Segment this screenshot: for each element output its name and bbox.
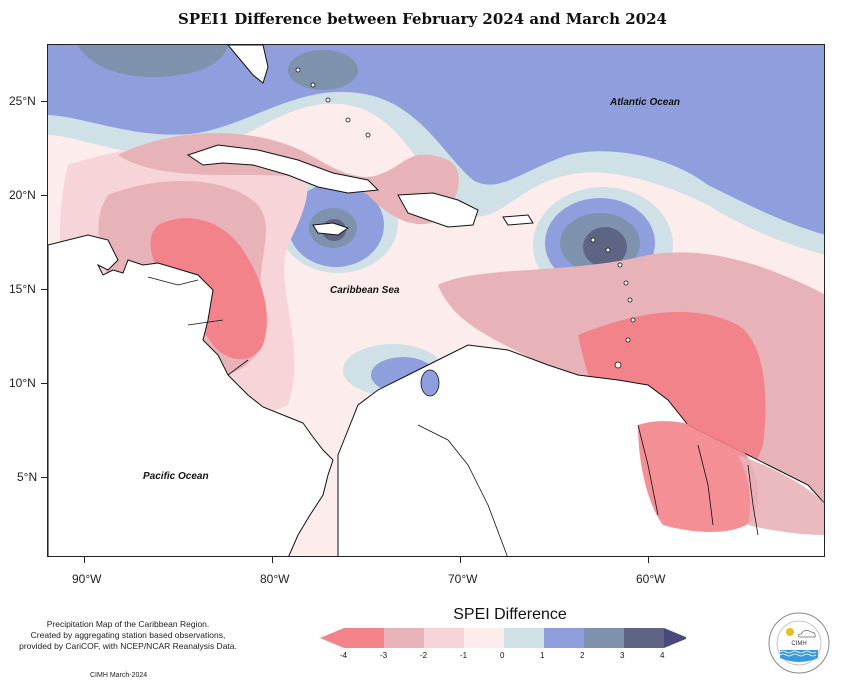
map-title: SPEI1 Difference between February 2024 a… xyxy=(178,10,667,28)
lon-label-70w: 70°W xyxy=(448,572,478,586)
legend-colorbar xyxy=(320,628,686,648)
gulf-blue-core xyxy=(78,45,228,78)
legend-title: SPEI Difference xyxy=(453,606,567,623)
credits-line-2: Created by aggregating station based obs… xyxy=(30,630,226,640)
credits-line-1: Precipitation Map of the Caribbean Regio… xyxy=(46,619,210,629)
credits-block: Precipitation Map of the Caribbean Regio… xyxy=(8,619,248,652)
lat-label-10n: 10°N xyxy=(9,376,36,390)
land-cuba xyxy=(186,144,380,194)
legend-swatch xyxy=(424,628,464,648)
atlantic-blue-core xyxy=(48,45,824,235)
lesser-antilles xyxy=(590,237,636,369)
lat-label-25n: 25°N xyxy=(9,94,36,108)
legend-tick-label: 4 xyxy=(660,651,665,660)
lat-tick xyxy=(41,383,47,384)
land-central-america xyxy=(48,234,334,556)
lon-tick xyxy=(648,557,649,563)
legend-swatch xyxy=(344,628,384,648)
leeward-core xyxy=(583,227,627,267)
lon-label-90w: 90°W xyxy=(72,572,102,586)
bahamas-core xyxy=(288,50,358,90)
sun-icon xyxy=(786,628,794,636)
legend-swatch xyxy=(384,628,424,648)
pacific-ocean-label: Pacific Ocean xyxy=(143,471,209,482)
legend-tick-label: 1 xyxy=(540,651,545,660)
legend-swatch xyxy=(504,628,544,648)
lon-label-80w: 80°W xyxy=(260,572,290,586)
cloud-icon xyxy=(797,630,816,638)
lon-tick xyxy=(272,557,273,563)
land-jamaica xyxy=(312,222,350,236)
legend-swatch xyxy=(624,628,664,648)
lat-tick xyxy=(41,477,47,478)
map-panel[interactable]: Atlantic Ocean Caribbean Sea Pacific Oce… xyxy=(47,44,825,557)
legend-swatch xyxy=(464,628,504,648)
legend-swatch xyxy=(584,628,624,648)
legend-arrow-left xyxy=(320,628,344,648)
lat-label-15n: 15°N xyxy=(9,282,36,296)
legend-arrow-right xyxy=(664,628,686,648)
legend-tick-label: -3 xyxy=(380,651,388,660)
credits-line-3: provided by CariCOF, with NCEP/NCAR Rean… xyxy=(19,641,237,651)
guiana-overlay xyxy=(638,421,758,532)
land-puerto-rico xyxy=(502,214,534,226)
land-hispaniola xyxy=(397,192,479,228)
spei-map xyxy=(48,45,824,556)
legend-tick-label: 0 xyxy=(500,651,505,660)
cimh-logo: CIMH xyxy=(768,612,830,674)
logo-text: CIMH xyxy=(791,641,806,647)
lat-tick xyxy=(41,101,47,102)
legend-swatch xyxy=(544,628,584,648)
lake-maracaibo xyxy=(420,369,440,397)
caribbean-sea-label: Caribbean Sea xyxy=(330,285,400,296)
lat-tick xyxy=(41,289,47,290)
credits-date: CIMH March-2024 xyxy=(90,672,148,679)
lon-tick xyxy=(84,557,85,563)
atlantic-ocean-label: Atlantic Ocean xyxy=(610,97,681,108)
lon-tick xyxy=(460,557,461,563)
legend-tick-label: 2 xyxy=(580,651,585,660)
country-borders xyxy=(147,276,759,556)
lat-tick xyxy=(41,195,47,196)
lat-label-5n: 5°N xyxy=(17,470,38,484)
legend-tick-label: 3 xyxy=(620,651,625,660)
legend-tick-label: -2 xyxy=(420,651,428,660)
guiana-outer-overlay xyxy=(738,455,824,535)
land-florida xyxy=(227,45,269,84)
legend-tick-label: -1 xyxy=(460,651,468,660)
bahamas xyxy=(295,67,371,138)
lat-label-20n: 20°N xyxy=(9,188,36,202)
lon-label-60w: 60°W xyxy=(636,572,666,586)
legend-tick-label: -4 xyxy=(340,651,348,660)
